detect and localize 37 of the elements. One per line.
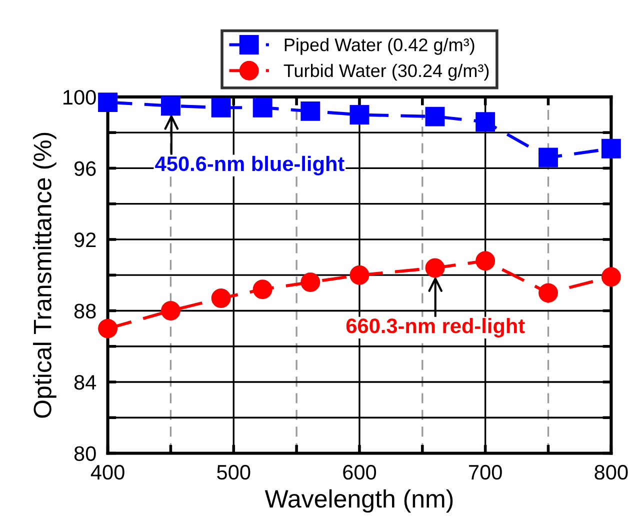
y-tick-label: 84 (74, 374, 96, 390)
point (160, 301, 180, 320)
y-axis-title: Optical Transmittance (%) (33, 132, 56, 418)
point (538, 148, 558, 168)
y-tick-label: 96 (74, 161, 96, 176)
point (476, 251, 496, 271)
x-tick-label: 500 (217, 464, 250, 480)
x-tick-label: 800 (594, 464, 628, 480)
point (300, 101, 320, 121)
point (350, 105, 370, 124)
point (211, 288, 231, 308)
point (98, 318, 118, 338)
legend-label: Piped Water (0.42 g/m³) (284, 38, 474, 55)
y-tick-label: 88 (74, 304, 96, 318)
y-tick-label: 92 (74, 232, 96, 248)
annotation: 660.3-nm red-light (346, 318, 525, 338)
point (601, 267, 621, 287)
point (98, 92, 118, 112)
point (350, 265, 370, 285)
point (425, 258, 445, 278)
x-tick-label: 700 (469, 464, 502, 480)
point (601, 138, 621, 158)
point (160, 96, 180, 116)
point (425, 106, 445, 126)
point (252, 98, 272, 118)
point (476, 112, 496, 132)
annotation: 450.6-nm blue-light (155, 156, 344, 176)
x-axis-title: Wavelength (nm) (264, 489, 453, 513)
legend-label: Turbid Water (30.24 g/m³) (284, 64, 489, 81)
point (252, 280, 272, 300)
x-tick-label: 600 (343, 464, 376, 480)
point (300, 272, 320, 292)
y-tick-label: 100 (64, 90, 96, 105)
x-tick-label: 400 (90, 464, 124, 480)
y-tick-label: 80 (74, 446, 96, 462)
point (538, 283, 558, 303)
point (211, 98, 231, 118)
